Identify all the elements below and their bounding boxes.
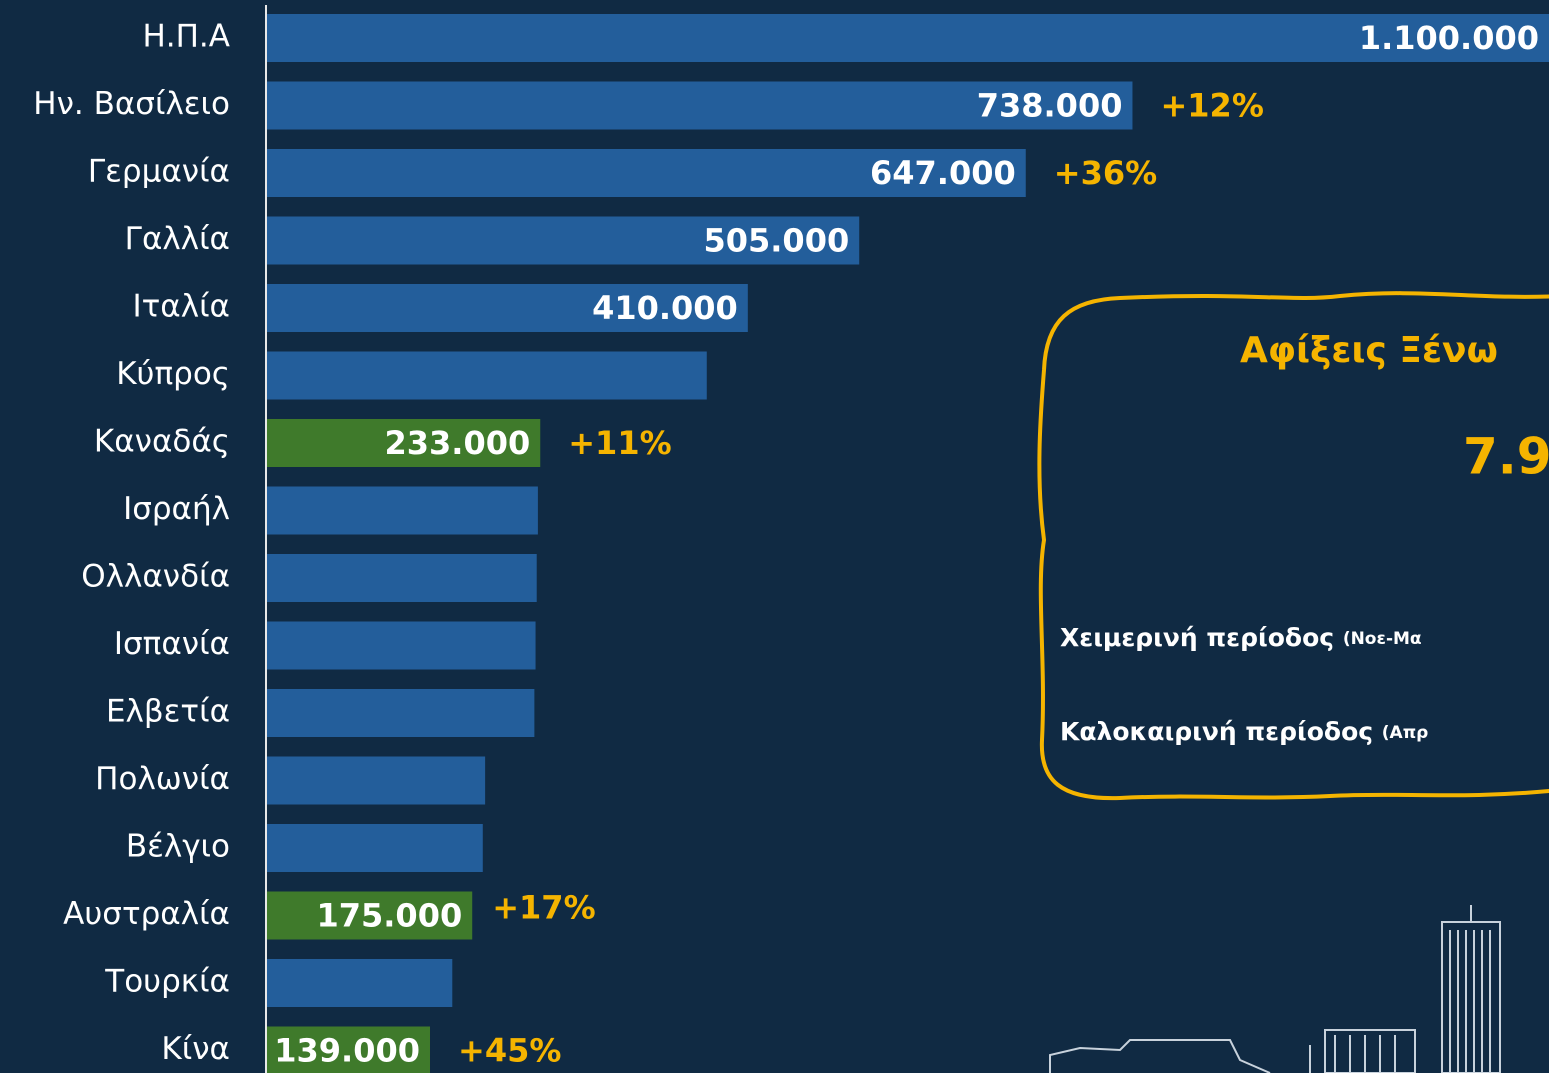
bar <box>267 1026 431 1073</box>
value-label: 410.000 <box>592 289 738 327</box>
category-label: Καναδάς <box>94 424 230 460</box>
category-label: Ην. Βασίλειο <box>33 86 230 122</box>
callout-total: 7.9 <box>1463 428 1549 486</box>
bar <box>267 149 1026 197</box>
value-label: 233.000 <box>384 424 530 462</box>
category-label: Τουρκία <box>104 964 230 1000</box>
growth-label: +11% <box>568 424 671 462</box>
callout-label: Καλοκαιρινή περίοδος <box>1060 717 1373 746</box>
bar <box>267 959 453 1007</box>
bar <box>267 689 535 737</box>
growth-label: +12% <box>1160 87 1263 125</box>
callout-detail: (Νοε-Μα <box>1343 629 1422 649</box>
bar <box>267 756 486 805</box>
category-label: Πολωνία <box>95 761 230 797</box>
value-label: 1.100.000 <box>1359 19 1539 57</box>
value-label: 738.000 <box>977 87 1123 125</box>
callout-detail: (Απρ <box>1382 723 1429 743</box>
growth-label: +17% <box>492 889 595 927</box>
bar <box>267 486 538 535</box>
category-label: Αυστραλία <box>63 896 230 932</box>
growth-label: +36% <box>1054 154 1157 192</box>
callout-line: Καλοκαιρινή περίοδος (Απρ <box>1060 717 1428 746</box>
category-label: Γερμανία <box>88 154 230 190</box>
callout-border <box>1037 291 1549 801</box>
bar <box>267 14 1549 62</box>
value-label: 175.000 <box>316 897 462 935</box>
bar <box>267 284 748 332</box>
callout: Αφίξεις Ξένω 7.9 Χειμερινή περίοδος (Νοε… <box>1037 291 1549 801</box>
callout-label: Χειμερινή περίοδος <box>1060 623 1334 652</box>
bar <box>267 81 1133 130</box>
value-label: 505.000 <box>703 222 849 260</box>
category-label: Ολλανδία <box>81 559 230 595</box>
category-label: Η.Π.Α <box>142 19 230 55</box>
category-label: Ιταλία <box>132 289 230 325</box>
category-label: Ελβετία <box>106 694 230 730</box>
growth-label: +45% <box>458 1032 561 1070</box>
category-label: Γαλλία <box>125 221 230 257</box>
bar <box>267 824 483 872</box>
callout-line: Χειμερινή περίοδος (Νοε-Μα <box>1060 623 1422 652</box>
category-label: Ισπανία <box>114 626 230 662</box>
bar <box>267 216 860 265</box>
bar <box>267 554 537 602</box>
category-label: Κίνα <box>161 1031 230 1067</box>
bar <box>267 419 541 467</box>
value-label: 139.000 <box>274 1032 420 1070</box>
callout-title: Αφίξεις Ξένω <box>1240 330 1498 371</box>
skyline <box>1049 905 1501 1073</box>
value-label: 647.000 <box>870 154 1016 192</box>
category-label: Κύπρος <box>116 356 230 392</box>
category-label: Ισραήλ <box>123 491 230 527</box>
bar <box>267 621 536 670</box>
bar <box>267 351 707 400</box>
category-label: Βέλγιο <box>126 829 230 865</box>
bar <box>267 891 473 940</box>
